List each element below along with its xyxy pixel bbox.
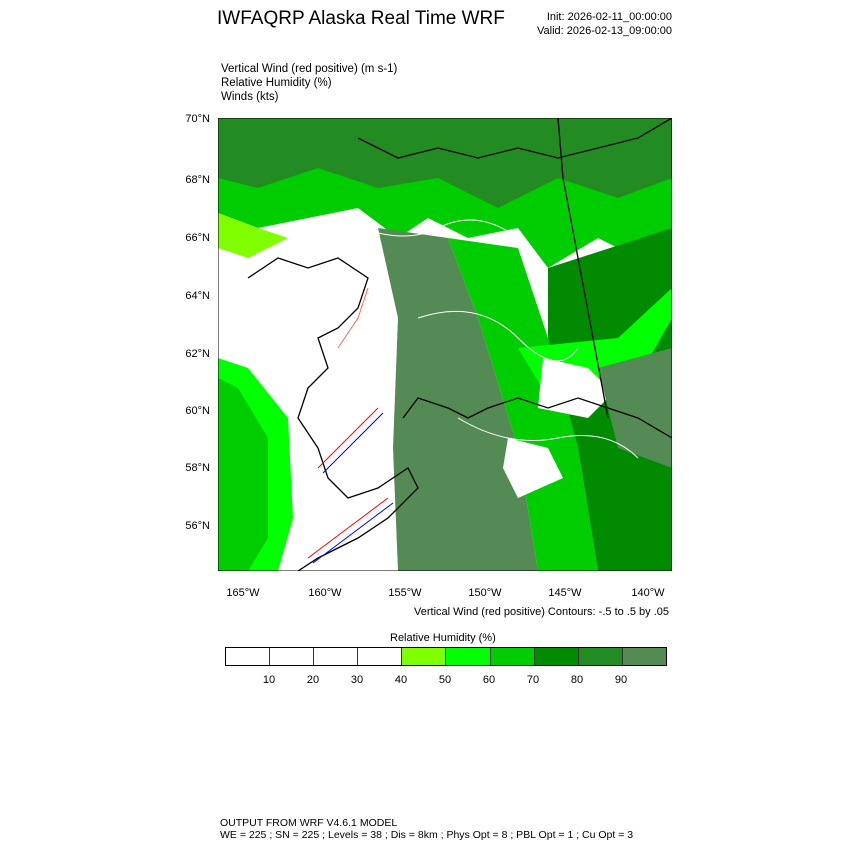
rh-region-east-dark <box>598 348 672 468</box>
colorbar-tick-label: 30 <box>350 674 364 686</box>
colorbar-swatch <box>402 648 447 665</box>
rh-region-center-band <box>378 228 538 571</box>
border-alaska-canada <box>557 118 609 419</box>
colorbar-swatch <box>446 648 491 665</box>
map-panel <box>218 118 672 571</box>
lon-label: 140°W <box>631 587 665 599</box>
coastline-north <box>357 118 672 159</box>
lat-label: 60°N <box>185 405 210 417</box>
field-label-winds: Winds (kts) <box>221 91 279 103</box>
lon-label: 155°W <box>388 587 422 599</box>
vertical-wind-negative <box>312 502 394 564</box>
colorbar-swatch <box>534 648 579 665</box>
colorbar-swatch <box>578 648 623 665</box>
lat-label: 64°N <box>185 290 210 302</box>
lat-label: 70°N <box>185 113 210 125</box>
lon-label: 150°W <box>468 587 502 599</box>
rh-colorbar <box>225 647 667 666</box>
colorbar-swatch <box>622 648 666 665</box>
coastlines <box>247 118 672 571</box>
valid-time: Valid: 2026-02-13_09:00:00 <box>537 25 672 37</box>
contour-note: Vertical Wind (red positive) Contours: -… <box>414 606 669 618</box>
colorbar-tick-label: 90 <box>614 674 628 686</box>
lat-label: 66°N <box>185 232 210 244</box>
lat-label: 68°N <box>185 174 210 186</box>
colorbar-tick-label: 70 <box>526 674 540 686</box>
coastline-west <box>247 257 419 571</box>
coastline-south <box>402 397 672 439</box>
footer-config: WE = 225 ; SN = 225 ; Levels = 38 ; Dis … <box>220 829 634 841</box>
rh-region-center-edge <box>448 238 598 571</box>
rh-region-northwest-light <box>218 213 288 258</box>
colorbar-tick-label: 20 <box>306 674 320 686</box>
rh-region-north-dark <box>218 118 672 208</box>
rh-contours <box>337 217 639 459</box>
lon-label: 165°W <box>226 587 260 599</box>
rh-region-west-strip-dark <box>218 378 268 571</box>
vertical-wind-positive <box>307 497 389 559</box>
footer-model: OUTPUT FROM WRF V4.6.1 MODEL <box>220 817 398 829</box>
colorbar-tick-label: 40 <box>394 674 408 686</box>
rh-region-white-gulf <box>503 438 563 498</box>
field-label-vertical-wind: Vertical Wind (red positive) (m s-1) <box>221 63 398 75</box>
colorbar-tick-label: 80 <box>570 674 584 686</box>
colorbar-title: Relative Humidity (%) <box>390 632 496 644</box>
lat-label: 58°N <box>185 462 210 474</box>
lon-label: 145°W <box>548 587 582 599</box>
vertical-wind-contours <box>307 287 394 564</box>
colorbar-swatch <box>314 648 359 665</box>
field-label-rh: Relative Humidity (%) <box>221 77 332 89</box>
colorbar-swatch <box>270 648 315 665</box>
colorbar-swatch <box>490 648 535 665</box>
vertical-wind-negative <box>322 412 384 474</box>
vertical-wind-positive <box>317 407 379 469</box>
colorbar-swatch <box>226 648 271 665</box>
init-time: Init: 2026-02-11_00:00:00 <box>546 11 672 23</box>
lat-label: 56°N <box>185 520 210 532</box>
lat-label: 62°N <box>185 348 210 360</box>
lon-label: 160°W <box>308 587 342 599</box>
colorbar-tick-label: 10 <box>262 674 276 686</box>
colorbar-swatch <box>358 648 403 665</box>
plot-title: IWFAQRP Alaska Real Time WRF <box>217 8 505 29</box>
colorbar-tick-label: 60 <box>482 674 496 686</box>
colorbar-tick-label: 50 <box>438 674 452 686</box>
vertical-wind-positive <box>337 287 369 349</box>
